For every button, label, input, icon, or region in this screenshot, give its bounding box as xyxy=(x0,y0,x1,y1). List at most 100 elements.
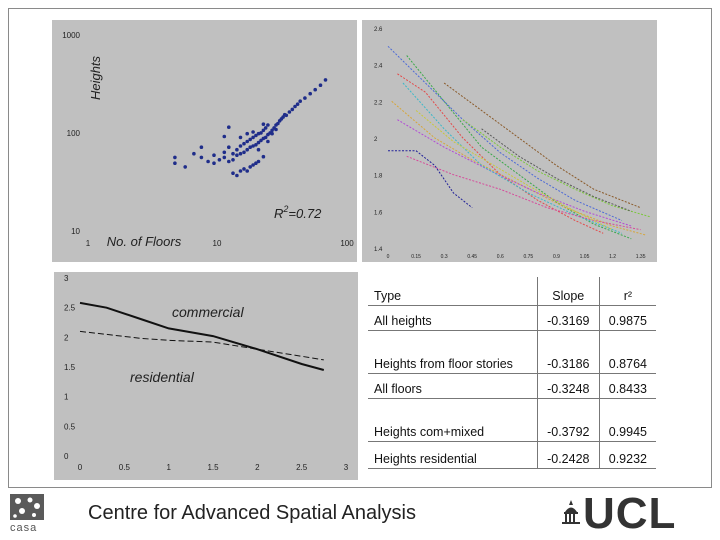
y-tick-label: 2 xyxy=(374,137,378,143)
scatter-point xyxy=(254,143,258,147)
comparison-panel: 0 0.5 1 1.5 2 2.5 3 0 0.5 1 1.5 2 2.5 3 commercial re… xyxy=(54,272,358,480)
scatter-point xyxy=(293,104,297,109)
row-slope: -0.3792 xyxy=(536,398,600,442)
scatter-point xyxy=(270,131,274,136)
scatter-point xyxy=(251,163,255,167)
y-tick-label: 1 xyxy=(64,393,69,402)
x-tick-label: 2 xyxy=(255,463,260,472)
y-tick-label: 2.4 xyxy=(374,64,383,70)
x-tick-label: 1 xyxy=(86,239,91,248)
x-tick-label: 1.35 xyxy=(636,254,646,260)
series-line-s9 xyxy=(388,150,473,209)
y-axis-label: Heights xyxy=(88,55,103,100)
slide-frame xyxy=(8,8,712,488)
scatter-point xyxy=(238,169,243,173)
casa-logo-text: casa xyxy=(10,522,38,534)
scatter-point xyxy=(295,102,300,106)
table-row: Heights from floor stories -0.3186 0.876… xyxy=(368,330,656,374)
x-tick-label: 0.6 xyxy=(497,254,504,260)
y-tick-label: 3 xyxy=(64,274,69,283)
x-tick-label: 0 xyxy=(387,254,390,260)
y-tick-label: 0 xyxy=(64,452,69,461)
r-squared-value: =0.72 xyxy=(288,206,322,221)
x-tick-label: 0.45 xyxy=(467,254,477,260)
scatter-point xyxy=(227,125,231,129)
scatter-point xyxy=(313,87,318,92)
scatter-point xyxy=(259,138,263,143)
scatter-point xyxy=(231,151,235,156)
commercial-label: commercial xyxy=(172,304,244,320)
series-line-s8 xyxy=(406,155,641,231)
scatter-point xyxy=(222,134,227,139)
scatter-point xyxy=(256,140,261,145)
scatter-point xyxy=(270,128,274,133)
table-row: Heights com+mixed -0.3792 0.9945 xyxy=(368,398,656,442)
scatter-point xyxy=(263,135,268,140)
x-tick-label: 2.5 xyxy=(296,463,308,472)
x-tick-label: 1.5 xyxy=(207,463,219,472)
table-row: Heights residential -0.2428 0.9232 xyxy=(368,441,656,469)
scatter-point xyxy=(183,165,187,169)
row-type: All floors xyxy=(368,373,538,399)
scatter-point xyxy=(256,147,261,152)
scatter-point xyxy=(323,78,328,82)
series-line-s10 xyxy=(462,119,651,218)
series-line-s6 xyxy=(402,82,623,234)
scatter-point xyxy=(222,155,227,160)
ucl-dome-icon xyxy=(562,500,580,524)
y-tick-label: 2.2 xyxy=(374,100,383,106)
regression-table: Type Slope r² All heights -0.3169 0.9875… xyxy=(368,277,656,469)
table-header-type: Type xyxy=(368,277,538,306)
scatter-point xyxy=(227,159,231,164)
scatter-point xyxy=(248,165,252,169)
row-r2: 0.8433 xyxy=(598,373,656,399)
r-squared-sup: 2 xyxy=(282,204,288,214)
scatter-point xyxy=(173,161,177,165)
row-r2: 0.9232 xyxy=(598,441,656,469)
row-r2: 0.8764 xyxy=(598,330,656,374)
row-slope: -0.3186 xyxy=(536,330,600,374)
scatter-point xyxy=(199,155,204,160)
scatter-point xyxy=(308,91,313,96)
row-r2: 0.9945 xyxy=(598,398,656,442)
series-line-s11 xyxy=(415,110,613,231)
scatter-point xyxy=(206,159,210,164)
casa-logo-icon xyxy=(10,494,44,520)
x-tick-label: 0.5 xyxy=(119,463,131,472)
series-line-s2 xyxy=(406,55,632,240)
ucl-logo-text: UCL xyxy=(583,489,677,538)
table-row: All heights -0.3169 0.9875 xyxy=(368,305,656,331)
scatter-point xyxy=(235,147,239,152)
scatter-point xyxy=(284,113,289,118)
scatter-point xyxy=(303,96,307,100)
scatter-point xyxy=(318,83,323,87)
comparison-chart: 0 0.5 1 1.5 2 2.5 3 0 0.5 1 1.5 2 2.5 3 commercial re… xyxy=(64,274,349,472)
x-axis-label: No. of Floors xyxy=(107,234,182,249)
y-tick-label: 1.8 xyxy=(374,174,383,180)
series-line-commercial xyxy=(79,301,325,371)
scatter-point xyxy=(231,158,235,162)
scatter-point xyxy=(251,130,255,134)
r-squared-base: R xyxy=(274,206,283,221)
x-tick-label: 1.05 xyxy=(580,254,590,260)
x-tick-label: 1.2 xyxy=(609,254,616,260)
table-header-slope: Slope xyxy=(536,277,600,306)
y-tick-label: 2 xyxy=(64,333,69,342)
scatter-point xyxy=(259,131,263,135)
scatter-point xyxy=(242,167,246,171)
y-tick-label: 10 xyxy=(71,227,80,236)
x-tick-label: 0.9 xyxy=(553,254,560,260)
residential-label: residential xyxy=(130,369,195,385)
series-line-s1 xyxy=(397,73,604,234)
scatter-point xyxy=(245,147,249,152)
scatter-point xyxy=(217,158,222,162)
scatter-point xyxy=(192,151,196,156)
scatter-point xyxy=(276,121,280,126)
scatter-point xyxy=(254,133,258,138)
curves-chart: 1.4 1.6 1.8 2 2.2 2.4 2.6 0 0.15 0.3 0.45 0.6 0.75 0.… xyxy=(374,27,651,260)
y-tick-label: 1.5 xyxy=(64,363,76,372)
x-tick-label: 0.15 xyxy=(411,254,421,260)
scatter-point xyxy=(298,99,302,103)
r-squared-annotation: R2=0.72 xyxy=(274,204,322,221)
scatter-point xyxy=(242,141,246,146)
